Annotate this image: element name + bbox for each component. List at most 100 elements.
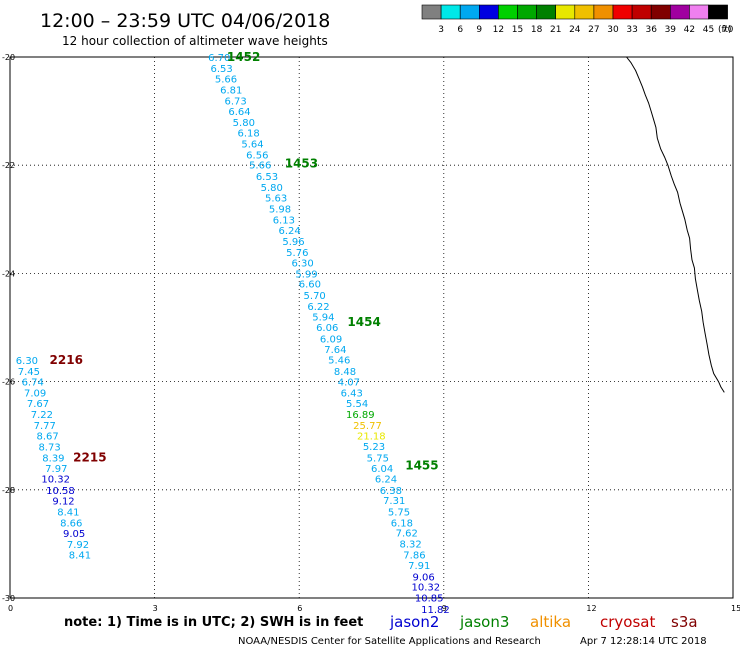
scale-swatch — [421, 4, 442, 20]
swh-value: 7.91 — [408, 561, 430, 572]
scale-label: 6 — [457, 25, 463, 35]
scale-label: 39 — [665, 25, 677, 35]
swh-value: 25.77 — [353, 421, 382, 432]
swh-value: 6.74 — [22, 378, 44, 389]
scale-label: 24 — [569, 25, 581, 35]
swh-value: 5.96 — [282, 237, 304, 248]
scale-swatch — [536, 4, 556, 20]
swh-value: 8.41 — [69, 551, 91, 562]
scale-label: 30 — [607, 25, 619, 35]
scale-label: 27 — [588, 25, 599, 35]
swh-value: 7.45 — [18, 367, 40, 378]
footer-credit: NOAA/NESDIS Center for Satellite Applica… — [238, 636, 541, 647]
swh-value: 5.75 — [367, 453, 389, 464]
scale-label: 3 — [438, 25, 444, 35]
track-time-label: 2216 — [50, 353, 83, 367]
swh-value: 6.30 — [16, 356, 38, 367]
track-time-label: 1455 — [405, 458, 438, 472]
swh-value: 6.18 — [391, 518, 413, 529]
scale-label: 18 — [531, 25, 543, 35]
coastline — [626, 56, 725, 393]
footer-note: note: 1) Time is in UTC; 2) SWH is in fe… — [64, 615, 363, 630]
satellite-legend-item: jason2 — [389, 613, 439, 631]
plot-area: 0 3 6 9 12 15-20-22-24-26-28-30 6.706.535.666… — [2, 50, 740, 616]
swh-value: 6.73 — [224, 96, 246, 107]
swh-value: 4.07 — [338, 378, 360, 389]
scale-label: 12 — [493, 25, 504, 35]
swh-value: 7.64 — [324, 345, 346, 356]
swh-value: 6.81 — [220, 85, 242, 96]
scale-label: 70 — [722, 25, 734, 35]
scale-swatch — [478, 4, 499, 20]
scale-unit: (ft) — [718, 25, 732, 35]
swh-value: 6.06 — [316, 323, 338, 334]
scale-label: 21 — [550, 25, 561, 35]
swh-value: 5.23 — [363, 442, 385, 453]
swh-value: 8.32 — [399, 539, 421, 550]
swh-value: 6.30 — [291, 259, 313, 270]
chart-subtitle: 12 hour collection of altimeter wave hei… — [62, 34, 328, 48]
plot-border — [9, 56, 734, 599]
axis-ticks: 0 3 6 9 12 15 -20 -22 -24 -26 -28 -30 — [2, 53, 740, 613]
swh-value: 5.66 — [249, 161, 271, 172]
swh-value: 5.80 — [233, 118, 255, 129]
scale-label: 42 — [684, 25, 695, 35]
swh-value: 5.63 — [265, 194, 287, 205]
track-time-label: 1454 — [347, 315, 380, 329]
swh-value: 6.53 — [211, 64, 233, 75]
swh-value: 7.67 — [27, 399, 49, 410]
swh-value: 6.53 — [256, 172, 278, 183]
scale-swatch — [708, 4, 728, 20]
swh-value: 6.18 — [238, 129, 260, 140]
swh-value: 5.70 — [304, 291, 326, 302]
swh-value: 6.04 — [371, 464, 393, 475]
scale-swatch — [593, 4, 614, 20]
swh-value: 5.46 — [328, 355, 350, 366]
scale-swatch — [555, 4, 576, 20]
swh-value: 11.82 — [421, 605, 450, 616]
swh-value: 10.32 — [412, 583, 441, 594]
swh-value: 9.06 — [412, 572, 434, 583]
swh-value: 6.24 — [278, 226, 300, 237]
footer-timestamp: Apr 7 12:28:14 UTC 2018 — [580, 636, 707, 647]
chart-header: 12:00 – 23:59 UTC 04/06/2018 12 hour col… — [40, 10, 330, 48]
swh-value: 7.86 — [403, 551, 425, 562]
swh-value: 5.64 — [241, 140, 263, 151]
y-tick-label: -26 — [2, 378, 15, 387]
y-tick-label: -20 — [2, 53, 15, 62]
scale-swatch — [440, 4, 461, 20]
track-time-label: 2215 — [73, 450, 106, 464]
swh-value: 7.22 — [31, 410, 53, 421]
swh-value: 5.76 — [286, 248, 308, 259]
swh-value: 5.54 — [346, 399, 368, 410]
y-tick-label: -22 — [2, 161, 15, 170]
swh-value: 6.56 — [246, 150, 268, 161]
swh-value: 8.73 — [38, 443, 60, 454]
scale-swatch — [631, 4, 652, 20]
scale-swatch — [459, 4, 480, 20]
scale-swatch — [689, 4, 709, 20]
swh-value: 6.60 — [299, 280, 321, 291]
swh-value: 5.94 — [312, 313, 334, 324]
scale-label: 9 — [476, 25, 482, 35]
x-tick-label: 6 — [297, 604, 302, 613]
scale-label: 45 — [703, 25, 714, 35]
swh-value: 10.85 — [415, 593, 444, 604]
swh-value: 7.62 — [396, 529, 418, 540]
scale-label: 15 — [512, 25, 523, 35]
satellite-legend-item: altika — [530, 613, 571, 631]
swh-value: 6.64 — [228, 107, 250, 118]
swh-value: 21.18 — [357, 432, 386, 443]
scale-label: 36 — [645, 25, 657, 35]
swh-value: 5.98 — [269, 204, 291, 215]
track-time-label: 1452 — [227, 50, 260, 64]
satellite-legend-item: jason3 — [459, 613, 509, 631]
x-tick-label: 12 — [586, 604, 596, 613]
chart-title: 12:00 – 23:59 UTC 04/06/2018 — [40, 10, 330, 32]
swh-value: 16.89 — [346, 410, 375, 421]
grid-lines — [10, 57, 733, 598]
scale-swatch — [650, 4, 671, 20]
swh-value: 9.05 — [63, 529, 85, 540]
swh-value: 5.80 — [261, 183, 283, 194]
